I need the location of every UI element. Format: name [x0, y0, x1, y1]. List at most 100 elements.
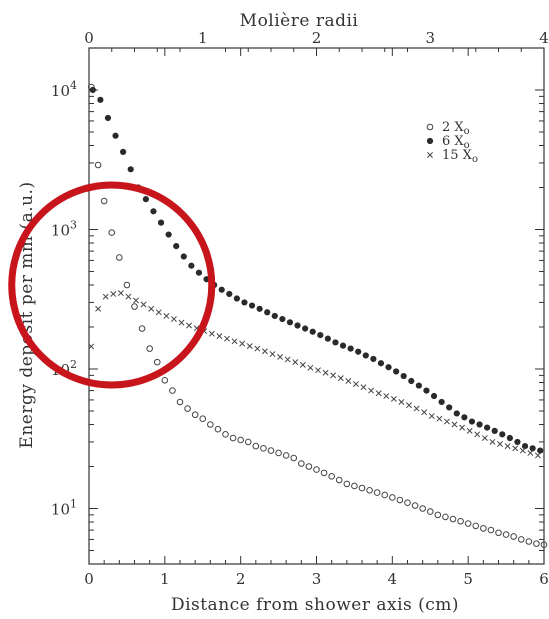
x-axis-title: Distance from shower axis (cm)	[171, 595, 459, 615]
data-point	[178, 319, 185, 326]
data-point	[315, 367, 321, 374]
data-point	[207, 421, 214, 428]
y-tick-label: 101	[51, 497, 77, 518]
data-point	[442, 513, 449, 521]
data-point	[502, 531, 510, 538]
data-point	[88, 343, 95, 350]
data-point	[279, 315, 286, 323]
data-point	[459, 424, 466, 431]
data-point	[146, 345, 153, 352]
data-point	[366, 487, 373, 494]
x-tick-label: 5	[463, 570, 473, 588]
data-point	[184, 405, 191, 412]
data-point	[351, 482, 358, 490]
data-point	[428, 413, 435, 419]
data-point	[244, 438, 252, 446]
data-point	[408, 377, 415, 385]
data-point	[277, 353, 284, 360]
x-tick-label: 3	[312, 570, 322, 588]
data-point	[484, 424, 491, 431]
data-point	[320, 469, 328, 477]
data-point	[540, 541, 548, 549]
data-point	[423, 387, 430, 394]
data-point	[396, 496, 404, 504]
data-point	[275, 449, 282, 457]
data-point	[116, 254, 123, 261]
data-point	[131, 303, 138, 310]
data-point	[419, 505, 426, 512]
legend-entry: 2 Xo	[426, 120, 470, 137]
data-point	[343, 480, 351, 488]
data-point	[491, 427, 498, 434]
data-point	[398, 399, 405, 405]
data-point	[521, 443, 529, 450]
data-point	[375, 390, 382, 397]
data-point	[284, 356, 291, 363]
data-point	[155, 309, 162, 316]
data-point	[358, 484, 366, 492]
data-point	[224, 335, 230, 342]
data-point	[355, 348, 362, 355]
data-point	[95, 305, 102, 312]
data-point	[216, 333, 223, 340]
data-point	[104, 114, 112, 122]
data-point	[527, 450, 534, 456]
data-point	[110, 291, 117, 297]
data-point	[100, 197, 108, 205]
legend-marker	[426, 123, 434, 131]
data-point	[328, 473, 335, 480]
data-point	[474, 431, 481, 438]
data-point	[504, 443, 511, 450]
data-point	[188, 262, 195, 269]
data-point	[443, 418, 450, 425]
data-point	[313, 466, 320, 473]
data-point	[499, 431, 506, 438]
data-point	[415, 382, 422, 389]
data-point	[163, 312, 170, 319]
data-point	[446, 404, 453, 411]
data-point	[173, 243, 180, 250]
data-point	[332, 339, 339, 346]
data-point	[324, 335, 331, 342]
data-point	[290, 454, 298, 462]
data-point	[514, 438, 521, 446]
data-point	[120, 148, 127, 155]
data-point	[464, 520, 472, 527]
data-point	[254, 345, 261, 352]
data-point	[123, 281, 131, 289]
data-point	[421, 409, 428, 416]
data-point	[337, 375, 344, 382]
data-point	[239, 340, 246, 347]
x2-tick-label: 3	[425, 29, 435, 47]
data-point	[299, 361, 306, 368]
data-point	[298, 460, 305, 467]
data-point	[506, 434, 513, 442]
data-point	[226, 290, 233, 298]
data-point	[406, 402, 412, 409]
data-point	[237, 436, 244, 444]
top-axis-title: Molière radii	[240, 11, 359, 31]
data-point	[426, 508, 434, 515]
legend-entry: 15 Xo	[427, 148, 478, 165]
data-point	[267, 447, 275, 454]
data-point	[117, 290, 124, 297]
data-point	[430, 392, 438, 400]
x2-tick-label: 4	[539, 29, 549, 47]
data-point	[525, 538, 533, 545]
data-point	[191, 411, 199, 419]
data-point	[305, 463, 313, 470]
data-point	[195, 269, 203, 276]
legend-marker	[427, 152, 433, 158]
data-point	[434, 511, 442, 519]
data-point	[208, 330, 215, 337]
data-point	[345, 378, 352, 384]
data-point	[199, 415, 207, 423]
data-point	[302, 325, 309, 332]
data-point	[176, 398, 184, 406]
data-point	[264, 309, 271, 316]
data-point	[330, 372, 337, 379]
data-point	[517, 536, 525, 543]
data-point	[497, 441, 503, 447]
data-point	[214, 425, 222, 433]
data-point	[461, 414, 468, 421]
